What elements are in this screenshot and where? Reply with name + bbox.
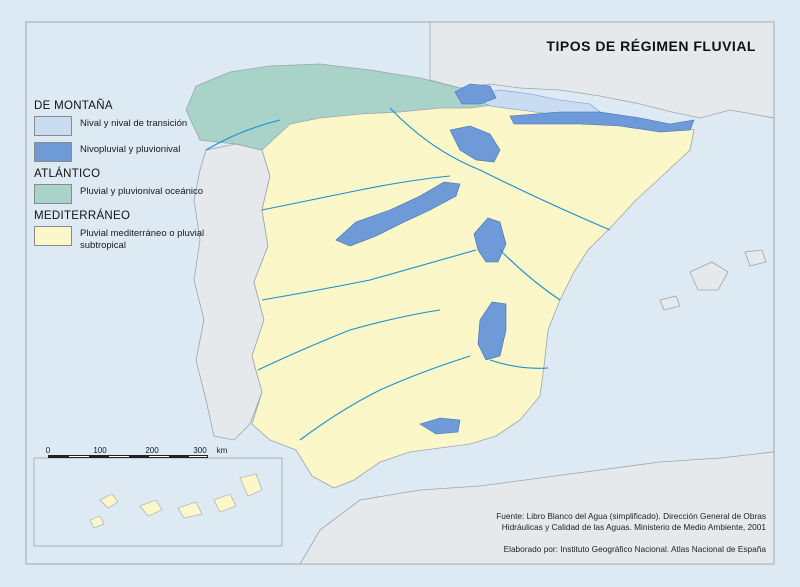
nivopluvial-zone-nevada (419, 417, 461, 435)
legend-swatch-mediterraneo (34, 226, 72, 246)
nivopluvial-zone-segura (477, 301, 507, 361)
legend-heading-mediterraneo: MEDITERRÁNEO (34, 210, 131, 222)
legend-item-nivopluvial: Nivopluvial y pluvionival (34, 142, 224, 162)
africa-land (299, 451, 775, 565)
river-guadiana (257, 309, 441, 371)
river-guadalquivir (299, 355, 471, 441)
scale-bar-graphic (48, 455, 208, 458)
river-tajo (261, 249, 477, 301)
river-mino (205, 119, 281, 151)
canary-islands (89, 473, 263, 529)
nivopluvial-zone-central (335, 181, 461, 247)
rivers (205, 107, 611, 441)
legend-item-nival: Nival y nival de transición (34, 116, 224, 136)
canary-inset-frame (33, 457, 283, 547)
legend-label-nival: Nival y nival de transición (80, 118, 188, 129)
river-duero (261, 175, 451, 211)
legend-heading-atlantico: ATLÁNTICO (34, 168, 101, 180)
balearic-islands (659, 249, 767, 311)
nivopluvial-zone-iberico (449, 125, 501, 163)
legend-item-atlantico: Pluvial y pluvionival oceánico (34, 184, 224, 204)
legend: DE MONTAÑA Nival y nival de transición N… (34, 100, 224, 258)
scale-tick-200: 200 (145, 446, 159, 455)
legend-swatch-atlantico (34, 184, 72, 204)
source-note: Fuente: Libro Blanco del Agua (simplific… (496, 511, 766, 532)
legend-swatch-nivopluvial (34, 142, 72, 162)
legend-heading-montana: DE MONTAÑA (34, 100, 113, 112)
legend-label-atlantico: Pluvial y pluvionival oceánico (80, 186, 204, 197)
river-segura (489, 359, 549, 369)
river-jucar (499, 249, 561, 301)
scale-unit: km (216, 446, 228, 455)
scale-tick-300: 300 (193, 446, 207, 455)
nivopluvial-zone-pyrenees (454, 83, 695, 133)
legend-item-mediterraneo: Pluvial mediterráneo o pluvial subtropic… (34, 226, 224, 252)
river-ebro (389, 107, 611, 231)
legend-swatch-nival (34, 116, 72, 136)
scale-tick-0: 0 (45, 446, 51, 455)
credit-note: Elaborado por: Instituto Geográfico Naci… (503, 544, 766, 554)
scale-tick-100: 100 (93, 446, 107, 455)
map-title: TIPOS DE RÉGIMEN FLUVIAL (546, 38, 756, 54)
scale-bar: 0 100 200 300 km (42, 446, 242, 470)
nivopluvial-zone-cuenca (473, 217, 507, 263)
legend-label-nivopluvial: Nivopluvial y pluvionival (80, 144, 181, 155)
legend-label-mediterraneo: Pluvial mediterráneo o pluvial subtropic… (80, 228, 205, 251)
